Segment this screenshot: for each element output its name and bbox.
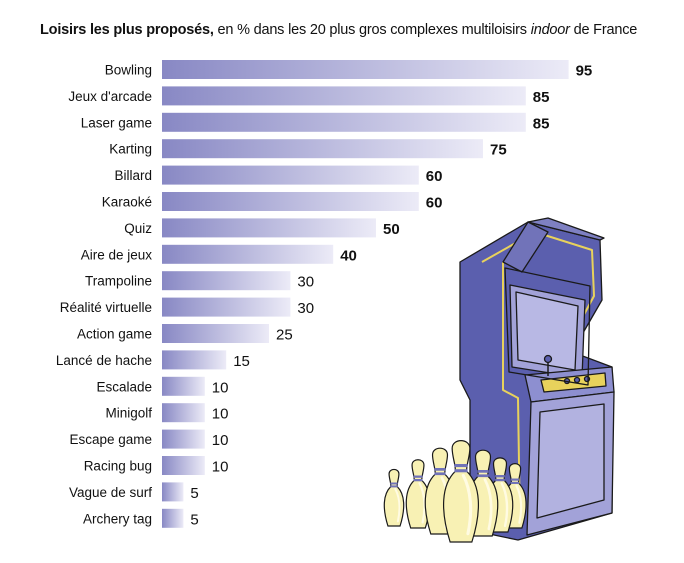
bar (162, 139, 483, 159)
pin-stripe (390, 485, 398, 488)
pin-highlight (418, 482, 426, 524)
pin-stripe (510, 478, 520, 481)
value-label: 95 (576, 63, 593, 80)
pin-highlight (500, 482, 509, 528)
chart-title-suffix: de France (569, 22, 638, 38)
value-label: 25 (276, 327, 293, 344)
value-label: 75 (490, 142, 507, 159)
chart-title-bold: Loisirs les plus proposés, (40, 22, 214, 38)
category-label: Bowling (105, 63, 152, 78)
bar (162, 482, 184, 502)
pin-highlight (461, 473, 473, 536)
category-label: Racing bug (84, 459, 152, 474)
category-label: Aire de jeux (81, 247, 153, 262)
bar (162, 165, 419, 185)
pin-stripe (477, 474, 489, 478)
pin-stripe (434, 472, 446, 476)
value-label: 60 (426, 168, 443, 185)
pin-stripe (413, 475, 423, 478)
category-label: Archery tag (83, 511, 152, 526)
category-label: Minigolf (105, 406, 152, 421)
category-label: Trampoline (85, 274, 152, 289)
bar (162, 403, 205, 423)
value-label: 40 (340, 247, 357, 264)
value-label: 85 (533, 115, 550, 132)
bowling-pins-icon (383, 440, 527, 543)
chart-title-italic: indoor (530, 22, 570, 38)
pin-highlight (483, 478, 493, 531)
pin-stripe (495, 475, 505, 478)
bar (162, 456, 205, 475)
value-label: 50 (383, 221, 400, 238)
value-label: 60 (426, 195, 443, 212)
category-label: Action game (77, 327, 152, 342)
category-label: Escalade (96, 379, 152, 394)
bar (162, 271, 291, 291)
pin-stripe (390, 482, 398, 485)
bar (162, 350, 227, 370)
value-label: 30 (297, 300, 314, 317)
category-label: Karaoké (102, 195, 152, 210)
category-label: Billard (114, 168, 152, 183)
pin-stripe (510, 481, 520, 484)
bar (162, 192, 419, 211)
value-label: 5 (190, 485, 198, 502)
category-label: Karting (109, 142, 152, 157)
pin-stripe (413, 479, 423, 482)
pin-highlight (394, 487, 401, 523)
chart-title: Loisirs les plus proposés, en % dans les… (40, 22, 637, 38)
value-label: 10 (212, 459, 229, 476)
bar (162, 297, 291, 317)
value-label: 85 (533, 89, 550, 106)
bowling-pin-icon (383, 468, 405, 527)
chart-title-text: en % dans les 20 plus gros complexes mul… (213, 22, 531, 38)
bar (162, 86, 526, 106)
bar (162, 324, 269, 343)
value-label: 10 (212, 406, 229, 423)
value-label: 15 (233, 353, 250, 370)
bar (162, 60, 569, 79)
pin-stripe (495, 478, 505, 482)
pin-stripe (454, 464, 468, 468)
value-label: 10 (212, 432, 229, 449)
category-label: Jeux d'arcade (68, 89, 152, 104)
pin-highlight (515, 484, 523, 524)
value-label: 30 (297, 274, 314, 291)
category-label: Lancé de hache (56, 353, 152, 368)
pin-stripe (454, 469, 468, 473)
pin-stripe (434, 468, 446, 471)
bar (162, 376, 205, 396)
category-label: Vague de surf (69, 485, 152, 500)
bar (162, 429, 205, 449)
bar (162, 244, 334, 264)
value-label: 10 (212, 379, 229, 396)
bar (162, 218, 376, 238)
category-label: Quiz (124, 221, 152, 236)
category-label: Escape game (69, 432, 152, 447)
bar (162, 112, 526, 132)
bar (162, 508, 184, 528)
pin-stripe (477, 470, 489, 473)
category-label: Laser game (81, 115, 152, 130)
category-label: Réalité virtuelle (60, 300, 152, 315)
value-label: 5 (190, 511, 198, 528)
